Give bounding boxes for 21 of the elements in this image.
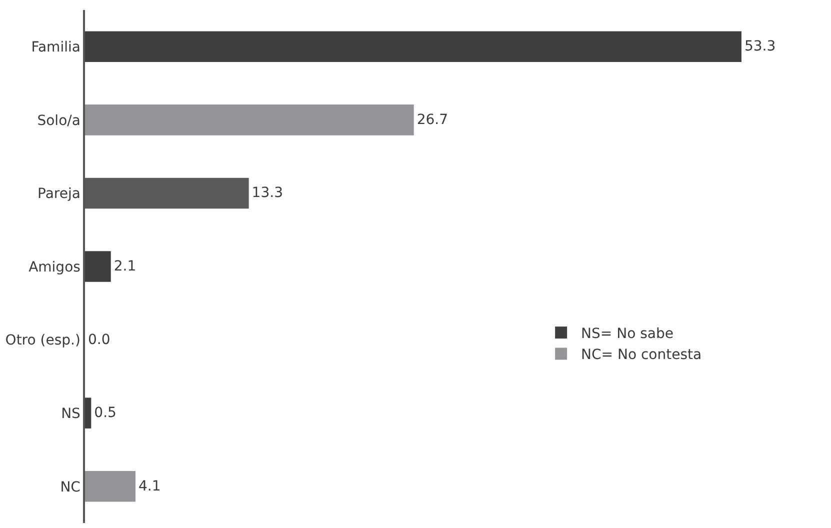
bar <box>85 470 136 502</box>
y-tick-label: Amigos <box>28 259 80 276</box>
data-label: 26.7 <box>416 112 448 128</box>
y-tick-label: Familia <box>31 40 80 56</box>
y-tick-label: Otro (esp.) <box>5 332 80 349</box>
data-label: 0.0 <box>88 332 110 348</box>
bar <box>85 251 111 282</box>
bar <box>85 31 742 62</box>
y-tick-label: Pareja <box>38 186 80 202</box>
y-tick-label: NS <box>61 406 81 422</box>
y-tick-label: NC <box>60 479 81 496</box>
legend-label: NC= No contesta <box>581 347 702 364</box>
data-label: 0.5 <box>94 405 116 422</box>
data-label: 13.3 <box>252 185 283 202</box>
data-label: 4.1 <box>138 478 161 494</box>
bar <box>85 104 414 136</box>
y-tick-label: Solo/a <box>37 112 80 129</box>
bar <box>85 398 92 428</box>
legend-label: NS= No sabe <box>581 326 674 342</box>
data-label: 2.1 <box>114 258 136 274</box>
data-label: 53.3 <box>744 38 776 55</box>
